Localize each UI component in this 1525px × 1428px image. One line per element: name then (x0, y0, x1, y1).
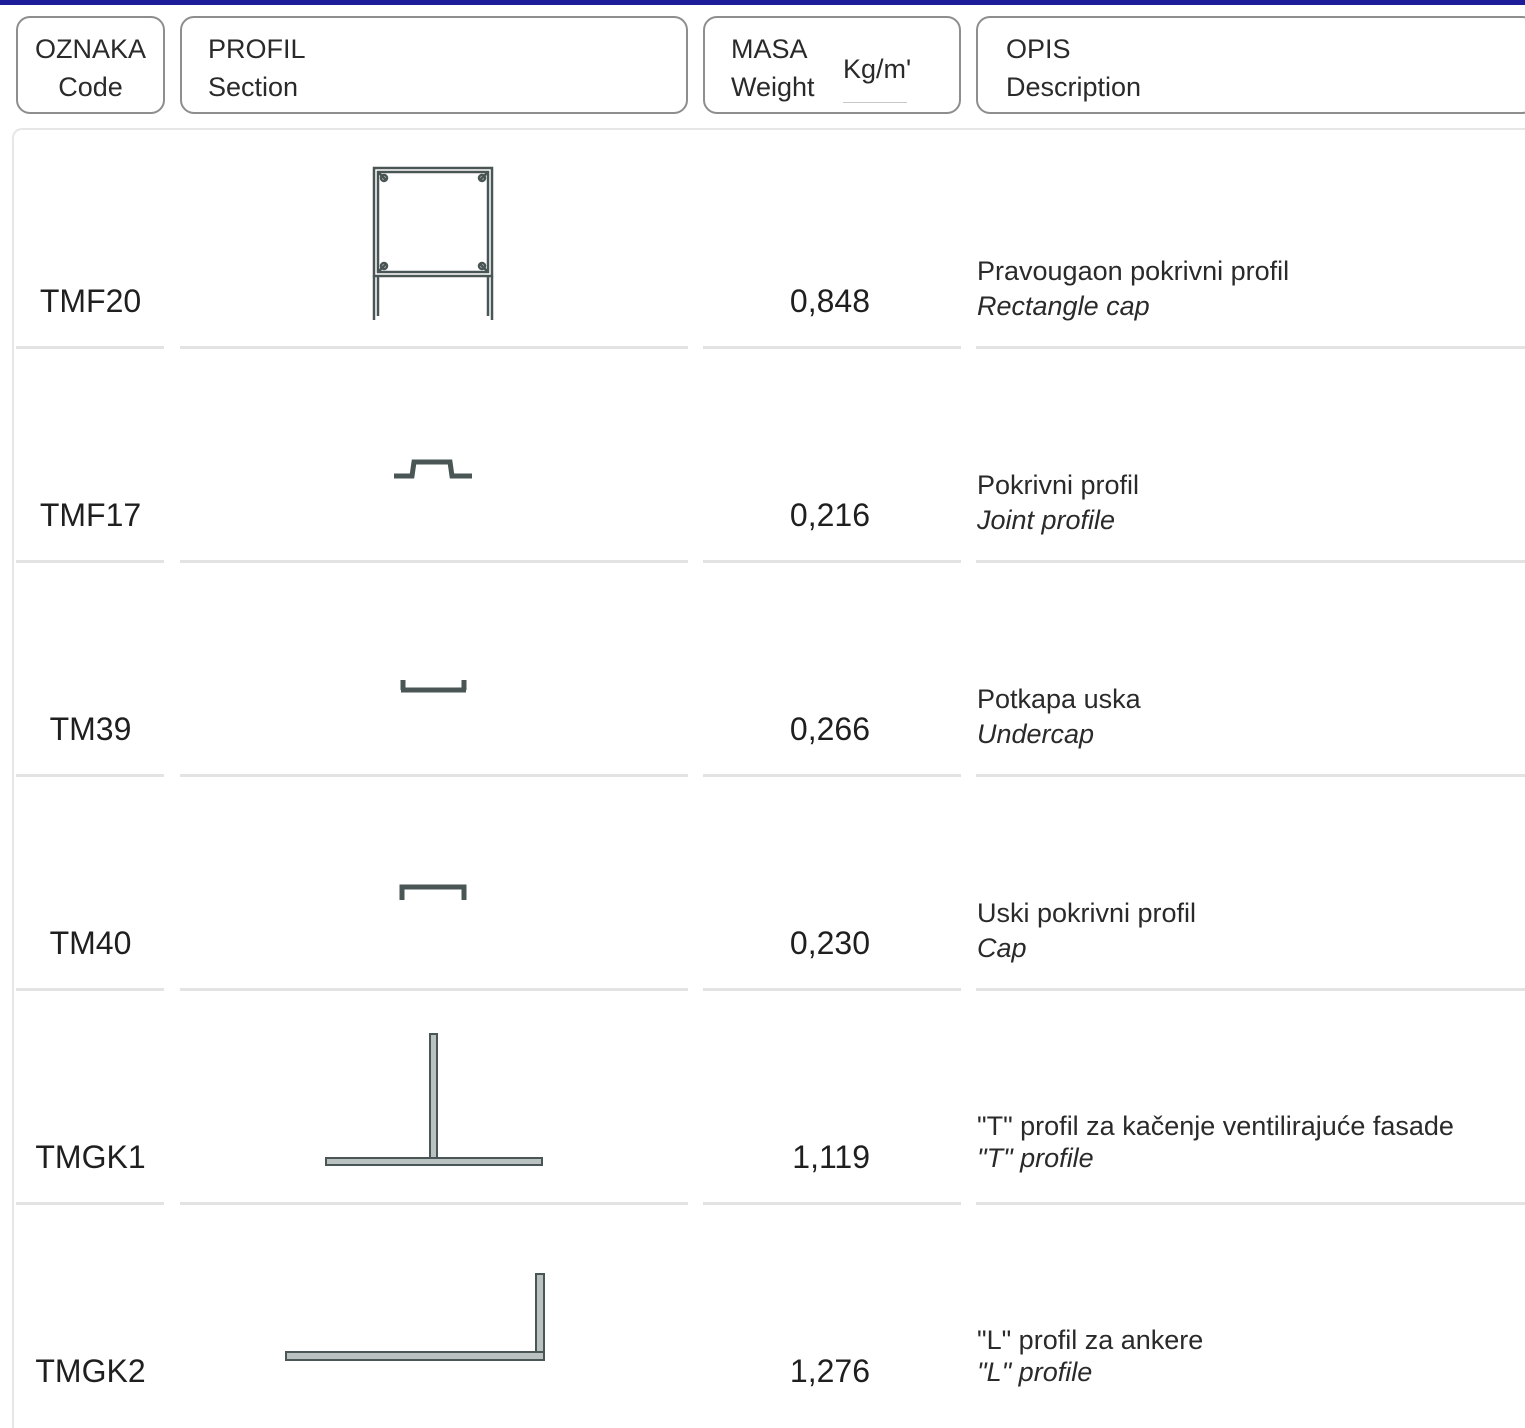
top-accent-bar (0, 0, 1525, 5)
row-code: TMGK1 (35, 1139, 146, 1175)
table-row: TMF20 0,848 Pravougaon pokrivni profil R… (0, 134, 1525, 349)
row-divider (976, 988, 1525, 991)
table-row: TM40 0,230 Uski pokrivni profil Cap (0, 776, 1525, 991)
description-english: Undercap (977, 719, 1095, 749)
row-divider (976, 774, 1525, 777)
header-mass-label: MASA (731, 34, 808, 64)
row-code: TM40 (49, 925, 132, 961)
row-code: TMF20 (39, 283, 142, 319)
row-description: Uski pokrivni profil Cap (977, 896, 1196, 966)
description-local: Pravougaon pokrivni profil (977, 256, 1290, 286)
row-divider (976, 346, 1525, 349)
row-code: TMGK2 (35, 1353, 146, 1389)
description-english: Rectangle cap (977, 291, 1150, 321)
header-description-label: OPIS (1006, 34, 1071, 64)
row-description: Pokrivni profil Joint profile (977, 468, 1139, 538)
row-mass: 1,276 (789, 1353, 870, 1389)
description-local: Uski pokrivni profil (977, 898, 1197, 928)
row-mass: 1,119 (792, 1139, 870, 1175)
row-description: "L" profil za ankere "L" profile (977, 1324, 1203, 1388)
header-code-label: OZNAKA (34, 34, 147, 64)
description-english: "T" profile (977, 1143, 1094, 1173)
table-row: TMGK1 1,119 "T" profil za kačenje ventil… (0, 990, 1525, 1205)
joint-profile-icon (392, 452, 476, 484)
header-section-label: PROFIL (208, 34, 306, 64)
cap-profile-icon (398, 882, 470, 906)
row-divider (703, 774, 961, 777)
header-mass-sublabel: Weight (731, 72, 815, 102)
description-local: "T" profil za kačenje ventilirajuće fasa… (977, 1111, 1454, 1141)
row-divider (180, 988, 688, 991)
row-mass: 0,230 (789, 925, 870, 961)
l-profile-icon (282, 1270, 552, 1366)
row-divider (703, 988, 961, 991)
table-row: TMF17 0,216 Pokrivni profil Joint profil… (0, 348, 1525, 563)
t-profile-icon (322, 1032, 546, 1168)
undercap-profile-icon (398, 676, 470, 700)
description-local: Potkapa uska (977, 684, 1141, 714)
description-english: Joint profile (977, 505, 1116, 535)
row-divider (703, 346, 961, 349)
row-mass: 0,216 (789, 497, 870, 533)
row-divider (180, 1202, 688, 1205)
row-code: TM39 (49, 711, 132, 747)
row-divider (976, 560, 1525, 563)
row-mass: 0,848 (789, 283, 870, 319)
header-mass: MASA Weight Kg/m' (703, 16, 961, 114)
row-divider (16, 1202, 164, 1205)
header-description-sublabel: Description (1006, 72, 1142, 102)
header-section: PROFIL Section (180, 16, 688, 114)
row-description: Pravougaon pokrivni profil Rectangle cap (977, 254, 1289, 324)
header-section-sublabel: Section (208, 72, 299, 102)
description-english: Cap (977, 933, 1027, 963)
row-divider (180, 346, 688, 349)
header-code: OZNAKA Code (16, 16, 165, 114)
row-divider (703, 1202, 961, 1205)
row-divider (16, 560, 164, 563)
table-row: TMGK2 1,276 "L" profil za ankere "L" pro… (0, 1204, 1525, 1418)
row-mass: 0,266 (789, 711, 870, 747)
row-code: TMF17 (39, 497, 142, 533)
header-mass-unit: Kg/m' (843, 54, 912, 84)
row-divider (16, 988, 164, 991)
table-row: TM39 0,266 Potkapa uska Undercap (0, 562, 1525, 777)
row-divider (180, 774, 688, 777)
row-divider (16, 774, 164, 777)
row-divider (16, 346, 164, 349)
row-divider (180, 560, 688, 563)
description-local: "L" profil za ankere (977, 1325, 1204, 1355)
table-body-frame (12, 128, 1525, 1428)
header-description: OPIS Description (976, 16, 1525, 114)
row-divider (703, 560, 961, 563)
row-description: Potkapa uska Undercap (977, 682, 1141, 752)
row-divider (976, 1202, 1525, 1205)
unit-underline (843, 102, 907, 103)
row-description: "T" profil za kačenje ventilirajuće fasa… (977, 1110, 1454, 1174)
rectangle-cap-profile-icon (368, 164, 500, 324)
header-code-sublabel: Code (58, 72, 123, 102)
description-local: Pokrivni profil (977, 470, 1140, 500)
description-english: "L" profile (977, 1357, 1093, 1387)
